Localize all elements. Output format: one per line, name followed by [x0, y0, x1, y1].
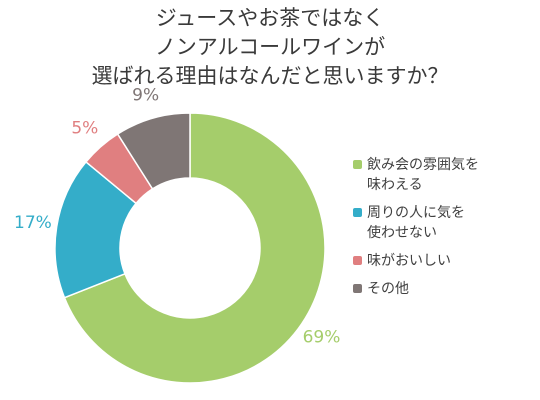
- percent-label-3: 9%: [132, 85, 159, 105]
- legend-label-1-line-1: 使わせない: [367, 224, 437, 241]
- legend-item-2: 味がおいしい: [353, 253, 451, 269]
- legend-item-3: その他: [353, 281, 409, 297]
- percent-label-1: 17%: [14, 213, 52, 233]
- legend-label-3-line-0: その他: [367, 281, 409, 297]
- legend-label-0-line-1: 味わえる: [367, 177, 423, 193]
- legend-label-2-line-0: 味がおいしい: [367, 253, 451, 269]
- title-line-1: ジュースやお茶ではなく: [155, 6, 385, 30]
- legend-marker-2: [353, 256, 362, 265]
- legend-marker-0: [353, 160, 362, 169]
- legend-label-1-line-0: 周りの人に気を: [367, 205, 465, 221]
- percent-labels: 69% 17% 5% 9%: [14, 85, 340, 347]
- percent-label-2: 5%: [71, 119, 98, 139]
- slice-0: [63, 112, 326, 384]
- slice-3: [116, 112, 191, 190]
- title-line-2: ノンアルコールワインが: [154, 35, 386, 59]
- legend-marker-3: [353, 284, 362, 293]
- chart-title: ジュースやお茶ではなく ノンアルコールワインが 選ばれる理由はなんだと思いますか…: [0, 4, 540, 91]
- legend-marker-1: [353, 208, 362, 217]
- legend-label-0-line-0: 飲み会の雰囲気を: [367, 157, 479, 173]
- title-line-3: 選ばれる理由はなんだと思いますか？: [91, 64, 449, 88]
- percent-label-0: 69%: [303, 327, 341, 347]
- chart-slices: [54, 112, 326, 384]
